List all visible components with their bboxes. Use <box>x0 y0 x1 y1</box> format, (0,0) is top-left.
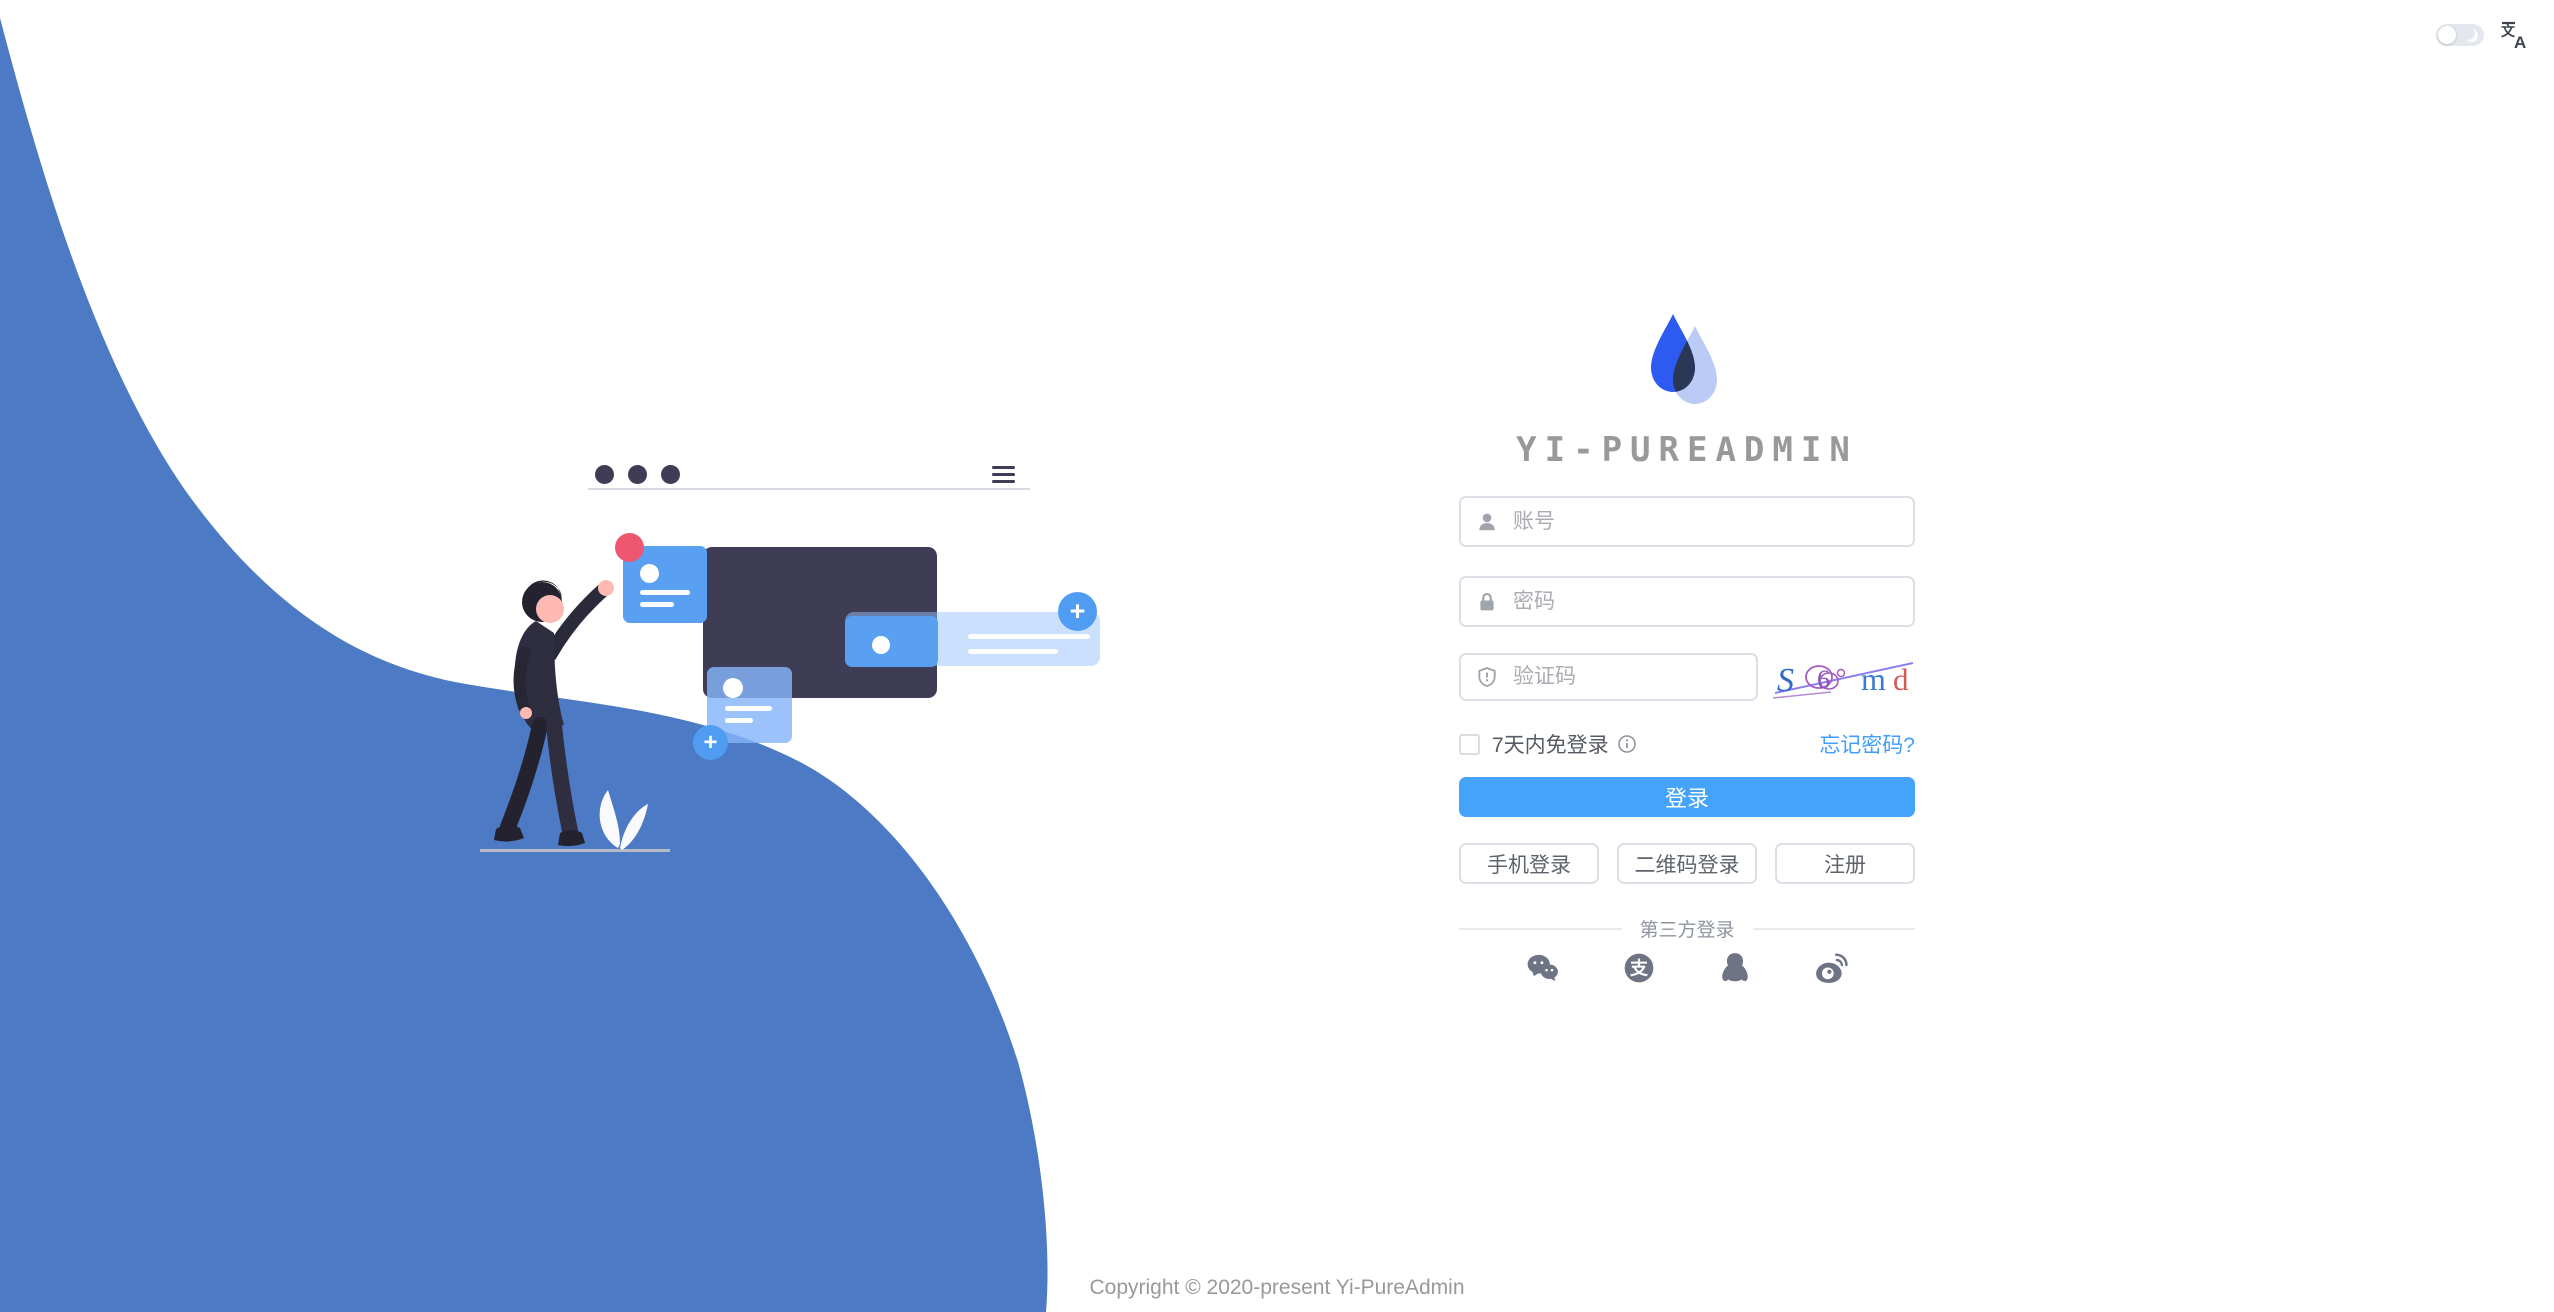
red-dot <box>615 533 644 562</box>
leaf-illustration <box>599 790 648 850</box>
password-field <box>1459 576 1915 627</box>
person-illustration <box>494 580 614 847</box>
dark-mode-toggle[interactable] <box>2436 24 2484 46</box>
moon-icon <box>2462 27 2478 42</box>
account-field <box>1459 496 1915 547</box>
captcha-input[interactable] <box>1513 655 1748 699</box>
remember-label: 7天内免登录 <box>1492 734 1609 757</box>
user-icon <box>1476 511 1498 533</box>
password-input[interactable] <box>1513 578 1905 625</box>
plus-icon: + <box>693 725 728 760</box>
brand-logo <box>1651 314 1717 404</box>
avatar <box>640 564 659 583</box>
hamburger-icon <box>992 466 1015 483</box>
register-button[interactable]: 注册 <box>1775 843 1915 884</box>
top-controls: 文 A <box>2436 20 2530 52</box>
alt-login-row: 手机登录 二维码登录 注册 <box>1459 843 1915 884</box>
hero-illustration: + + <box>480 440 1160 870</box>
svg-text:6: 6 <box>1817 665 1830 694</box>
remember-checkbox[interactable] <box>1459 733 1480 755</box>
captcha-image[interactable]: S 6 m d <box>1773 655 1915 701</box>
plus-icon: + <box>1058 592 1097 631</box>
qrcode-login-button[interactable]: 二维码登录 <box>1617 843 1757 884</box>
svg-text:文: 文 <box>2501 23 2516 39</box>
captcha-field <box>1459 653 1758 701</box>
ground-line <box>480 849 670 852</box>
browser-dots <box>595 465 680 484</box>
alipay-icon[interactable]: 支 <box>1622 951 1656 985</box>
list-bar-left <box>845 616 938 667</box>
third-party-divider: 第三方登录 <box>1459 915 1916 942</box>
wechat-icon[interactable] <box>1526 951 1560 985</box>
account-input[interactable] <box>1513 498 1905 545</box>
toggle-knob <box>2438 26 2456 44</box>
login-button[interactable]: 登录 <box>1459 777 1915 817</box>
avatar <box>723 678 743 698</box>
social-login-row: 支 <box>1459 951 1915 985</box>
weibo-icon[interactable] <box>1814 951 1848 985</box>
shield-icon <box>1476 666 1498 688</box>
avatar <box>872 636 890 654</box>
translate-icon[interactable]: 文 A <box>2500 20 2530 52</box>
svg-text:S: S <box>1777 662 1794 699</box>
copyright: Copyright © 2020-present Yi-PureAdmin <box>1089 1276 1465 1299</box>
qq-icon[interactable] <box>1718 951 1752 985</box>
brand-title: YI-PUREADMIN <box>1516 430 1858 470</box>
options-row: 7天内免登录 忘记密码? <box>1459 730 1915 758</box>
browser-bar-line <box>588 488 1030 490</box>
login-panel: YI-PUREADMIN <box>1459 308 1916 1008</box>
svg-text:支: 支 <box>1629 957 1649 978</box>
svg-text:A: A <box>2514 33 2526 50</box>
phone-login-button[interactable]: 手机登录 <box>1459 843 1599 884</box>
lock-icon <box>1476 591 1498 613</box>
profile-card <box>623 546 707 623</box>
info-icon <box>1617 734 1637 754</box>
svg-text:m: m <box>1861 661 1886 697</box>
forgot-password-link[interactable]: 忘记密码? <box>1819 734 1915 757</box>
divider-label: 第三方登录 <box>1639 920 1735 941</box>
svg-text:d: d <box>1893 662 1909 697</box>
